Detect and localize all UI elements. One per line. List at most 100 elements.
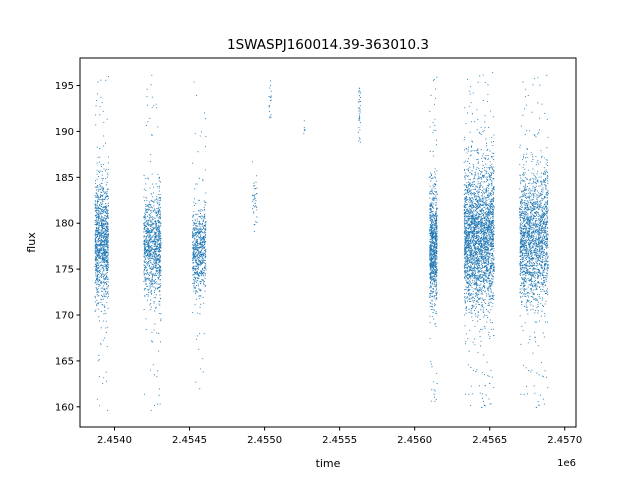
data-point xyxy=(155,245,157,247)
data-point xyxy=(155,183,157,185)
data-point xyxy=(203,281,205,283)
data-point xyxy=(145,183,147,185)
data-point xyxy=(157,245,159,247)
data-point xyxy=(433,389,435,391)
data-point xyxy=(98,269,100,272)
data-point xyxy=(150,227,152,230)
data-point xyxy=(152,234,154,236)
data-point xyxy=(158,236,160,238)
data-point xyxy=(475,303,477,305)
data-point xyxy=(471,173,473,175)
data-point xyxy=(103,145,105,147)
data-point xyxy=(197,220,199,222)
data-point xyxy=(480,278,482,280)
data-point xyxy=(97,216,99,218)
data-point xyxy=(103,241,105,243)
data-point xyxy=(97,249,99,251)
data-point xyxy=(493,234,495,236)
data-point xyxy=(155,270,157,272)
data-point xyxy=(154,275,156,277)
data-point xyxy=(97,156,99,159)
data-point xyxy=(195,225,197,227)
data-point xyxy=(196,277,198,279)
data-point xyxy=(483,211,485,213)
data-point xyxy=(96,207,98,209)
data-point xyxy=(145,278,147,280)
data-point xyxy=(466,192,468,194)
data-point xyxy=(479,203,481,205)
data-point xyxy=(193,204,196,206)
data-point xyxy=(100,246,102,248)
data-point xyxy=(95,204,97,206)
data-point xyxy=(99,204,101,206)
data-point xyxy=(477,230,479,232)
data-point xyxy=(156,263,158,265)
data-point xyxy=(96,269,98,271)
data-point xyxy=(198,257,200,259)
data-point xyxy=(193,279,195,281)
data-point xyxy=(491,180,493,182)
data-point xyxy=(473,216,475,218)
data-point xyxy=(105,265,108,267)
data-point xyxy=(106,190,108,193)
data-point xyxy=(107,295,109,297)
data-point xyxy=(158,210,160,212)
data-point xyxy=(144,272,146,275)
data-point xyxy=(155,222,157,225)
data-point xyxy=(431,241,433,243)
data-point xyxy=(102,164,104,166)
data-point xyxy=(429,269,431,271)
data-point xyxy=(107,194,109,197)
data-point xyxy=(100,310,102,312)
data-point xyxy=(102,203,104,205)
data-point xyxy=(490,328,492,330)
data-point xyxy=(96,281,98,283)
data-point xyxy=(484,299,486,301)
data-point xyxy=(156,258,158,260)
data-point xyxy=(147,277,149,279)
data-point xyxy=(144,261,146,263)
data-point xyxy=(99,238,101,240)
data-point xyxy=(472,200,474,202)
data-point xyxy=(433,185,435,188)
data-point xyxy=(145,239,147,241)
data-point xyxy=(147,249,150,252)
data-point xyxy=(96,258,98,260)
data-point xyxy=(149,215,151,217)
data-point xyxy=(478,286,480,288)
data-point xyxy=(487,239,490,242)
data-point xyxy=(103,225,105,227)
data-point xyxy=(468,282,470,284)
data-point xyxy=(152,210,155,212)
data-point xyxy=(198,295,200,297)
data-point xyxy=(195,265,197,267)
data-point xyxy=(95,287,97,289)
data-point xyxy=(104,231,107,233)
data-point xyxy=(104,250,106,252)
data-point xyxy=(478,198,480,200)
data-point xyxy=(150,340,153,342)
data-point xyxy=(477,202,479,204)
data-point xyxy=(150,154,152,156)
data-point xyxy=(150,247,152,249)
data-point xyxy=(102,227,104,229)
data-point xyxy=(150,204,152,206)
data-point xyxy=(436,291,438,293)
data-point xyxy=(150,225,152,227)
data-point xyxy=(147,262,149,264)
data-point xyxy=(192,274,194,276)
data-point xyxy=(103,191,105,193)
data-point xyxy=(95,272,97,274)
data-point xyxy=(107,409,109,411)
data-point xyxy=(159,181,161,183)
data-point xyxy=(96,202,98,204)
data-point xyxy=(143,271,145,273)
data-point xyxy=(480,171,482,173)
data-point xyxy=(106,266,108,268)
data-point xyxy=(98,260,100,262)
data-point xyxy=(199,272,201,274)
data-point xyxy=(147,261,149,263)
data-point xyxy=(436,234,438,236)
data-point xyxy=(431,366,433,368)
data-point xyxy=(102,248,104,250)
